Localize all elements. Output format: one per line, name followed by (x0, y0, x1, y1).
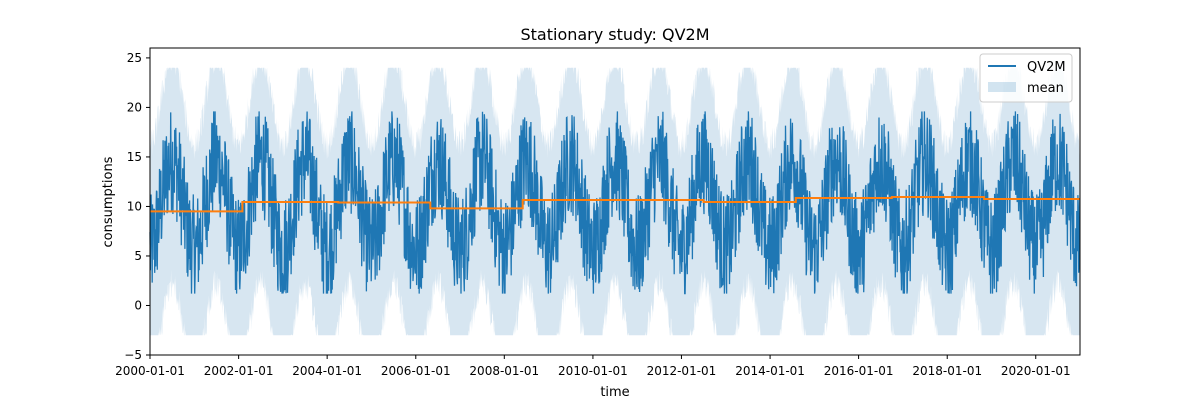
y-tick-label: −5 (124, 348, 142, 362)
x-tick-label: 2016-01-01 (824, 364, 894, 378)
x-tick-label: 2012-01-01 (647, 364, 717, 378)
y-tick-label: 25 (127, 51, 142, 65)
y-tick-label: 15 (127, 150, 142, 164)
plot-area (149, 67, 1081, 336)
x-tick-label: 2014-01-01 (735, 364, 805, 378)
axes: −5 0 5 10 15 20 25 2000-01-01 2002-01-01 2004-01-… (115, 47, 1081, 378)
mean-band (150, 67, 1080, 336)
x-tick-label: 2018-01-01 (912, 364, 982, 378)
step-mean-line (150, 196, 1080, 213)
chart-title: Stationary study: QV2M (520, 25, 709, 44)
legend-swatch-mean (988, 82, 1016, 92)
y-tick-label: 5 (134, 249, 142, 263)
x-tick-label: 2000-01-01 (115, 364, 185, 378)
x-tick-label: 2006-01-01 (381, 364, 451, 378)
legend: QV2M mean (979, 53, 1073, 103)
y-tick-label: 10 (127, 199, 142, 213)
x-tick-label: 2010-01-01 (558, 364, 628, 378)
legend-label-qv2m: QV2M (1027, 60, 1066, 75)
x-tick-label: 2020-01-01 (1001, 364, 1071, 378)
x-tick-label: 2004-01-01 (292, 364, 362, 378)
qv2m-line (149, 111, 1081, 295)
x-axis-label: time (600, 385, 629, 400)
axes-frame (149, 47, 1081, 356)
x-tick-label: 2002-01-01 (204, 364, 274, 378)
y-axis-label: consumptions (101, 156, 116, 247)
y-tick-label: 20 (127, 100, 142, 114)
y-tick-label: 0 (134, 298, 142, 312)
legend-label-mean: mean (1027, 81, 1064, 96)
x-tick-label: 2008-01-01 (469, 364, 539, 378)
